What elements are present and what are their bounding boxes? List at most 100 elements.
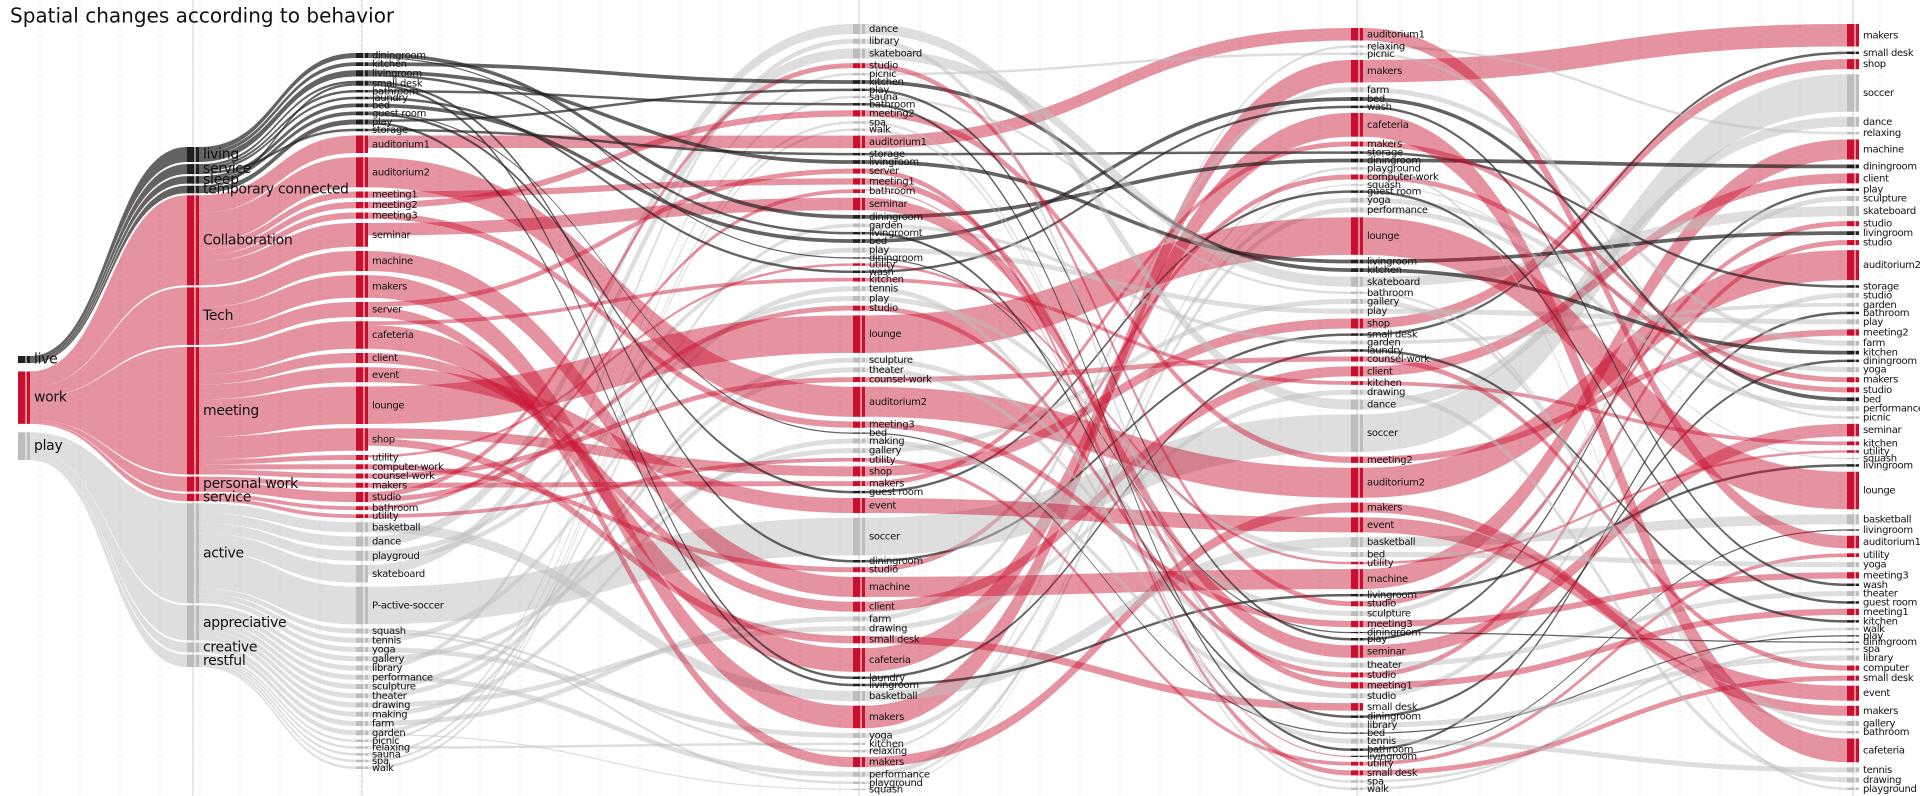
node-label: picnic xyxy=(1367,49,1394,60)
node-label: performance xyxy=(372,672,433,683)
flow xyxy=(1363,197,1847,373)
node-label: farm xyxy=(869,614,891,625)
node-label: tennis xyxy=(1367,736,1396,747)
flow xyxy=(368,95,853,756)
node xyxy=(853,168,865,174)
node xyxy=(356,665,368,671)
node xyxy=(356,103,368,108)
node xyxy=(356,766,368,769)
node-label: bathroom xyxy=(869,186,915,197)
node-label: shop xyxy=(1367,319,1390,330)
node xyxy=(1847,350,1859,355)
node xyxy=(1847,767,1859,773)
node-label: shop xyxy=(372,435,395,446)
node xyxy=(187,476,199,492)
flow xyxy=(368,70,853,164)
node xyxy=(1847,647,1859,651)
node-label: garden xyxy=(869,220,902,231)
flow xyxy=(865,95,1351,295)
flow xyxy=(368,122,853,687)
flow xyxy=(1363,139,1847,590)
flow xyxy=(1363,190,1847,604)
flow xyxy=(199,662,356,763)
node xyxy=(1847,608,1859,616)
node-label: theater xyxy=(1863,589,1899,600)
node-label: spa xyxy=(1367,776,1384,787)
flow xyxy=(368,295,853,561)
node xyxy=(356,693,368,699)
node xyxy=(1351,207,1363,213)
flow xyxy=(368,111,853,434)
flow xyxy=(865,103,1351,751)
node-label: makers xyxy=(372,480,407,491)
node-label: squash xyxy=(869,784,903,795)
flow xyxy=(1363,151,1847,288)
node xyxy=(853,742,865,746)
node xyxy=(1351,52,1363,56)
node-label: meeting2 xyxy=(869,108,914,119)
node-label: picnic xyxy=(372,736,399,747)
flow xyxy=(368,734,853,790)
flow xyxy=(199,119,356,194)
node xyxy=(356,739,368,742)
flow xyxy=(368,377,853,479)
node xyxy=(1847,292,1859,298)
node-label: squash xyxy=(1367,180,1401,191)
node-label: play xyxy=(869,293,889,304)
flow xyxy=(368,517,853,625)
node-label: relaxing xyxy=(1863,128,1901,139)
node-label: relaxing xyxy=(1367,42,1405,53)
flow xyxy=(30,432,187,604)
node-label: P-active-soccer xyxy=(372,601,445,612)
node-label: small desk xyxy=(1367,330,1418,341)
node xyxy=(1351,715,1363,718)
node xyxy=(356,674,368,680)
node-label: client xyxy=(372,353,398,364)
node xyxy=(1351,620,1363,628)
node xyxy=(187,493,199,502)
node xyxy=(1351,722,1363,728)
node xyxy=(1847,116,1859,127)
node-label: livingroom xyxy=(1367,257,1417,268)
node xyxy=(1847,601,1859,604)
node xyxy=(1351,197,1363,203)
flow xyxy=(368,325,853,672)
node-label: farm xyxy=(1367,85,1389,96)
node xyxy=(853,457,865,462)
node xyxy=(1847,139,1859,160)
node-label: garden xyxy=(1367,338,1400,349)
node xyxy=(1847,340,1859,346)
node-label: seminar xyxy=(869,199,909,210)
node xyxy=(1847,464,1859,467)
node-label: utility xyxy=(372,453,399,464)
node-label: studio xyxy=(869,303,898,314)
flow xyxy=(1363,250,1847,498)
node xyxy=(1847,164,1859,169)
flow xyxy=(1363,608,1847,689)
node-label: shop xyxy=(1863,59,1886,70)
node xyxy=(356,586,368,625)
node xyxy=(356,721,368,726)
node xyxy=(853,386,865,417)
node-label: appreciative xyxy=(203,615,286,631)
flow xyxy=(368,457,853,518)
node-label: library xyxy=(1367,720,1397,731)
node xyxy=(356,70,368,77)
flow xyxy=(1363,45,1847,135)
node-label: live xyxy=(34,352,57,368)
node-label: play xyxy=(1863,317,1883,328)
flow xyxy=(368,88,853,122)
flow xyxy=(865,45,1351,753)
node xyxy=(1351,611,1363,617)
flow xyxy=(368,353,853,612)
node xyxy=(356,711,368,717)
flow xyxy=(199,481,356,502)
node xyxy=(1847,777,1859,783)
flow xyxy=(1363,502,1847,716)
flow xyxy=(368,96,853,274)
node xyxy=(356,746,368,749)
node-label: livingroom xyxy=(869,157,919,168)
node-label: kitchen xyxy=(1367,378,1402,389)
node-label: auditorium1 xyxy=(869,137,927,148)
node xyxy=(1351,291,1363,295)
